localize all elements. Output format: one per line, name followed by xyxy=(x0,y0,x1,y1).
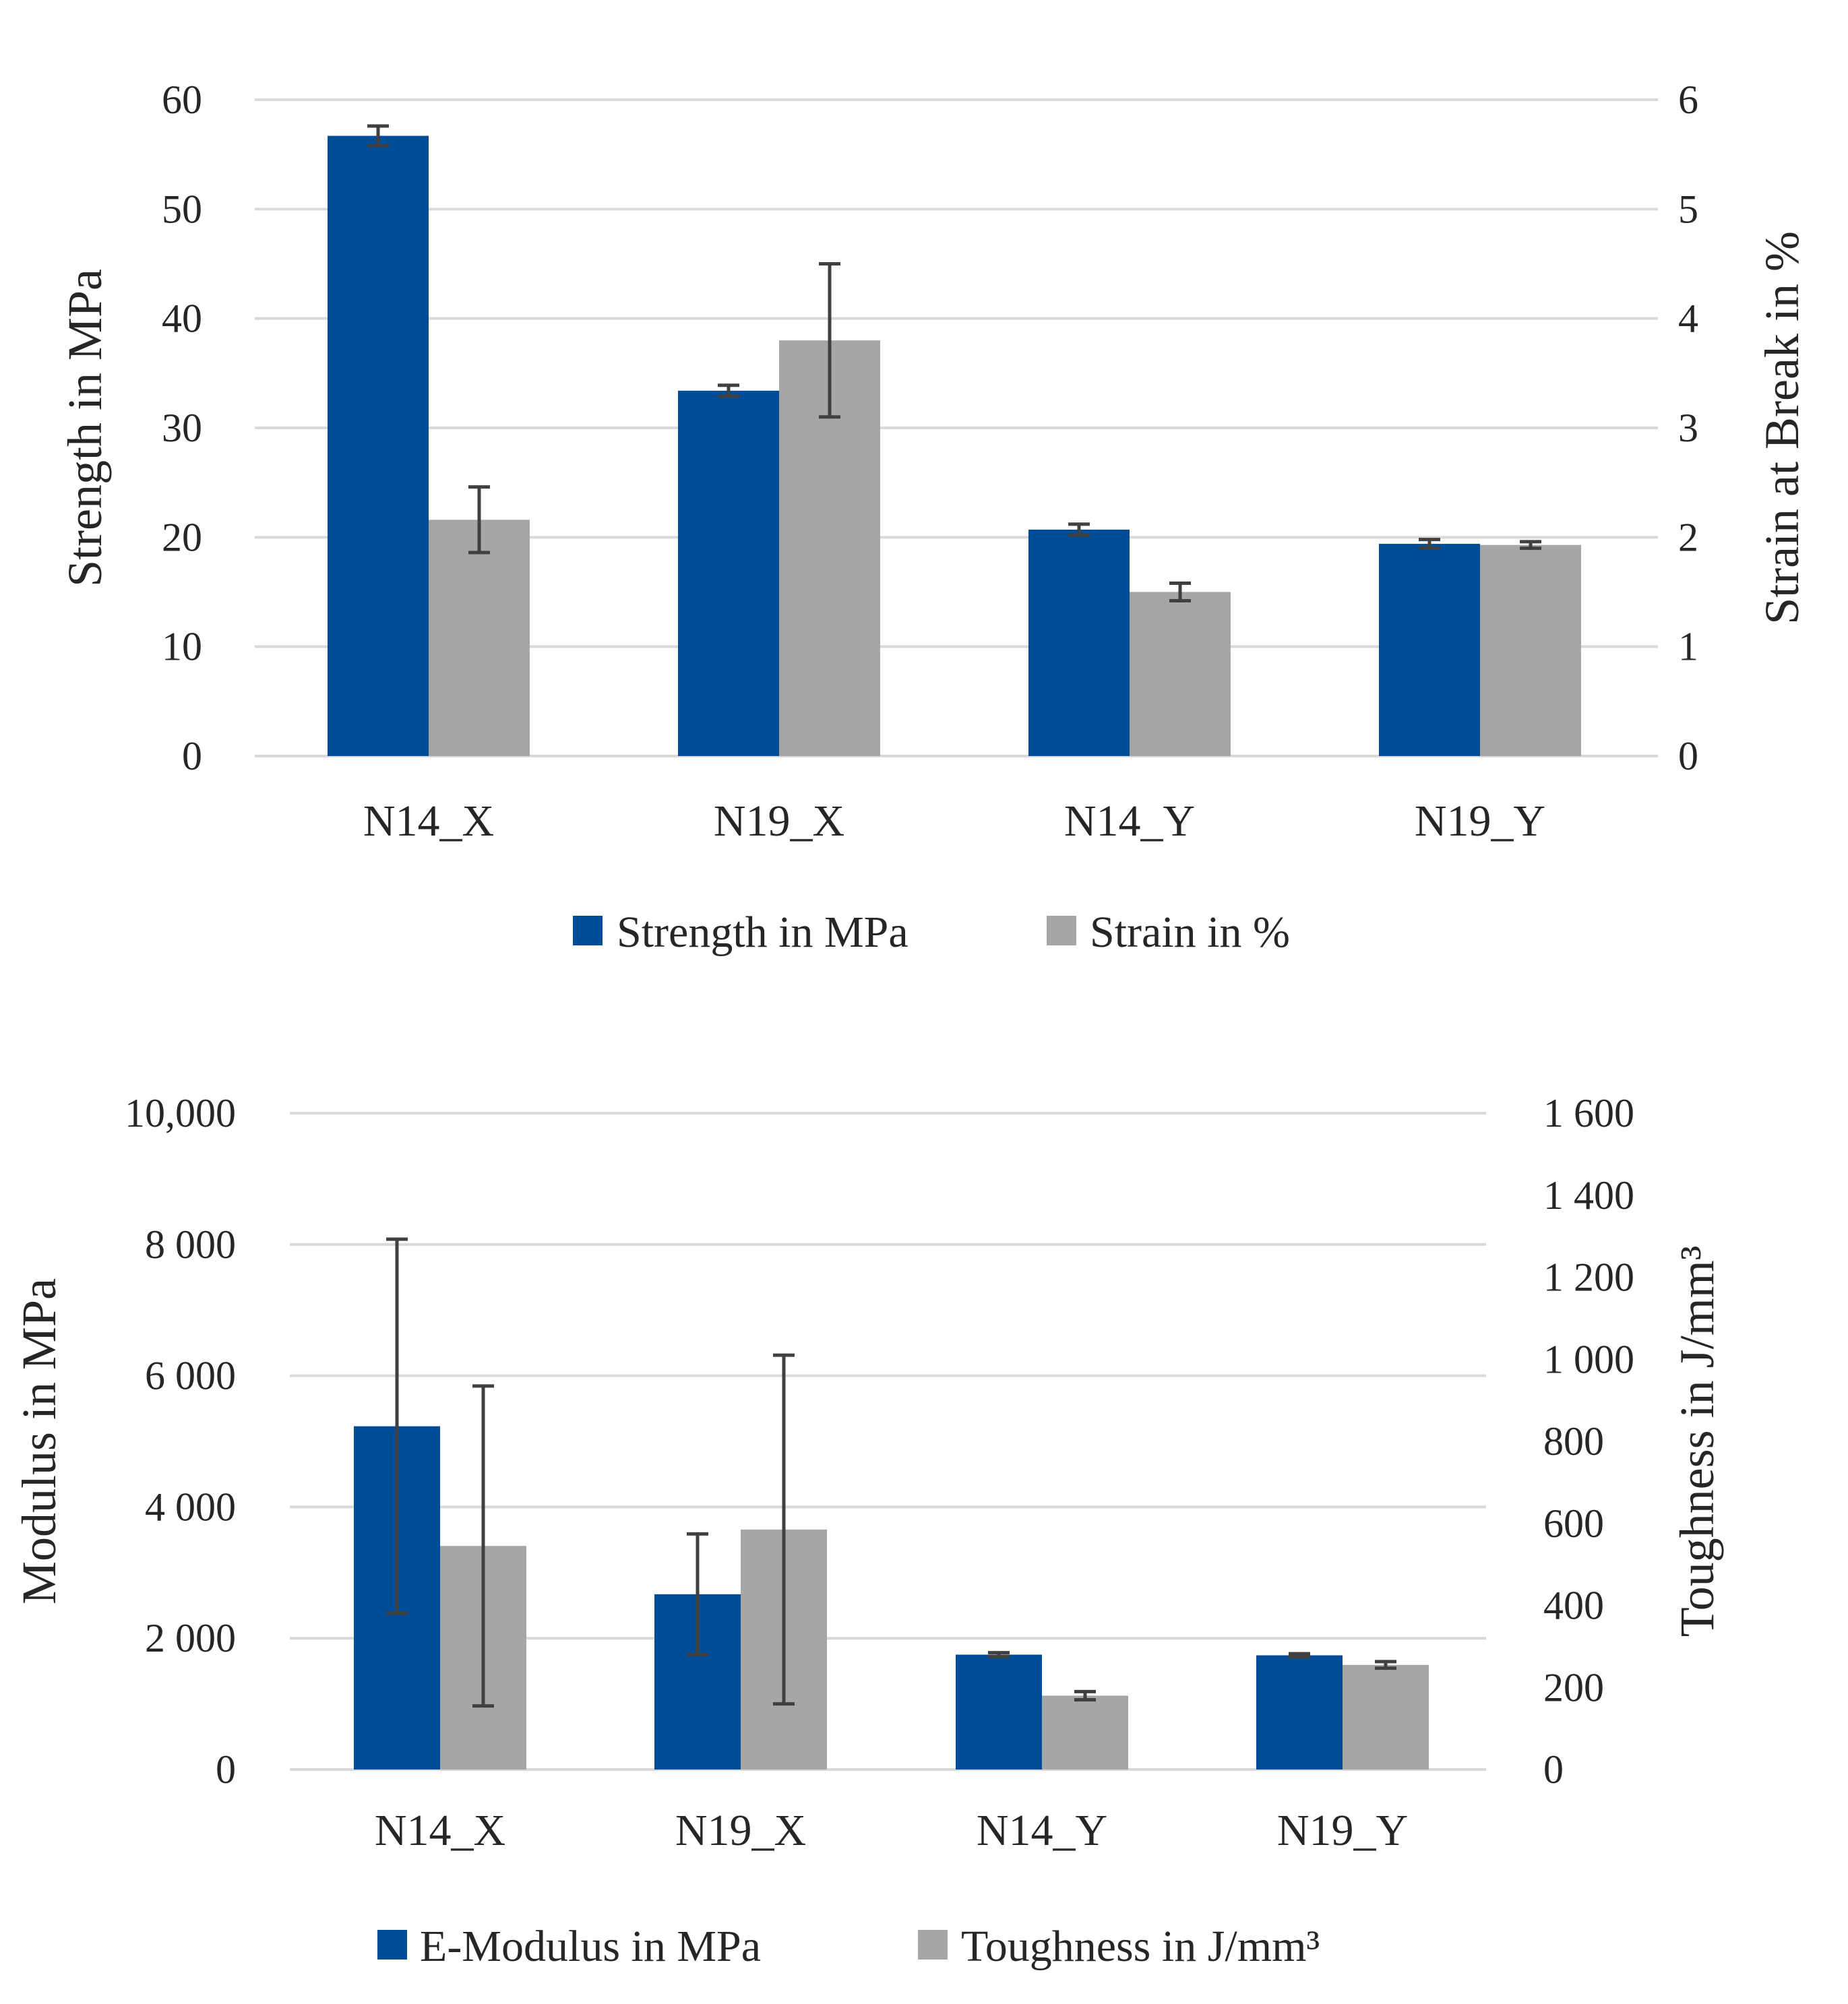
y-tick-label: 20 xyxy=(162,515,202,559)
bar xyxy=(1343,1664,1429,1770)
y-tick-label: 40 xyxy=(162,296,202,341)
y2-tick-label: 3 xyxy=(1678,406,1698,450)
bar xyxy=(1028,529,1130,756)
y-tick-label: 10 xyxy=(162,625,202,669)
y2-tick-label: 1 600 xyxy=(1543,1091,1634,1135)
y2-tick-label: 800 xyxy=(1543,1419,1604,1464)
y2-axis-title: Strain at Break in % xyxy=(1755,231,1809,625)
y2-tick-label: 5 xyxy=(1678,187,1698,231)
y2-tick-label: 1 400 xyxy=(1543,1173,1634,1218)
category-label: N19_X xyxy=(714,796,844,846)
bar xyxy=(1480,544,1581,756)
bar xyxy=(1042,1695,1128,1770)
y2-tick-label: 4 xyxy=(1678,296,1698,341)
bar xyxy=(1256,1655,1343,1770)
bar xyxy=(1379,544,1480,756)
y-tick-label: 50 xyxy=(162,187,202,231)
bar xyxy=(956,1654,1042,1770)
legend-label: E-Modulus in MPa xyxy=(420,1922,761,1971)
y2-tick-label: 400 xyxy=(1543,1584,1604,1628)
y-tick-label: 0 xyxy=(182,734,202,778)
legend-swatch xyxy=(918,1930,948,1960)
bar xyxy=(678,390,779,756)
y-tick-label: 30 xyxy=(162,406,202,450)
y-tick-label: 0 xyxy=(216,1747,236,1792)
category-label: N14_Y xyxy=(977,1806,1107,1855)
y-tick-label: 6 000 xyxy=(145,1354,236,1398)
legend-swatch xyxy=(573,916,603,945)
bar xyxy=(429,520,530,756)
y-tick-label: 8 000 xyxy=(145,1222,236,1267)
category-label: N14_X xyxy=(363,796,494,846)
legend-swatch xyxy=(1047,916,1076,945)
y2-axis-title: Toughness in J/mm³ xyxy=(1670,1246,1724,1637)
legend-label: Strain in % xyxy=(1090,908,1290,957)
bar xyxy=(328,135,429,756)
y2-tick-label: 0 xyxy=(1543,1747,1564,1792)
y2-tick-label: 2 xyxy=(1678,515,1698,559)
legend-swatch xyxy=(377,1930,407,1960)
y-axis-title: Strength in MPa xyxy=(58,269,112,587)
y-tick-label: 4 000 xyxy=(145,1484,236,1529)
category-label: N14_Y xyxy=(1064,796,1195,846)
category-label: N19_Y xyxy=(1277,1806,1408,1855)
y2-tick-label: 1 000 xyxy=(1543,1337,1634,1381)
y2-tick-label: 200 xyxy=(1543,1665,1604,1710)
y-tick-label: 10,000 xyxy=(125,1091,236,1135)
y2-tick-label: 600 xyxy=(1543,1501,1604,1546)
y2-tick-label: 6 xyxy=(1678,77,1698,122)
y2-tick-label: 1 xyxy=(1678,625,1698,669)
modulus-toughness-chart: 0 2 000 4 000 6 000 8 000 10,000 0 200 400 600 800… xyxy=(12,1091,1724,1971)
strength-strain-chart: 0 10 20 30 40 50 60 0 1 2 3 4 5 6 N14_X N19_X N14_Y N19_Y… xyxy=(58,77,1809,957)
category-label: N14_X xyxy=(375,1806,505,1855)
y-tick-label: 2 000 xyxy=(145,1616,236,1660)
legend-label: Strength in MPa xyxy=(617,908,908,957)
y2-tick-label: 0 xyxy=(1678,734,1698,778)
legend-label: Toughness in J/mm³ xyxy=(961,1922,1320,1971)
y-axis-title: Modulus in MPa xyxy=(12,1278,66,1604)
category-label: N19_Y xyxy=(1415,796,1545,846)
bar xyxy=(1130,592,1231,756)
y-tick-label: 60 xyxy=(162,77,202,122)
y2-tick-label: 1 200 xyxy=(1543,1255,1634,1300)
category-label: N19_X xyxy=(675,1806,806,1855)
